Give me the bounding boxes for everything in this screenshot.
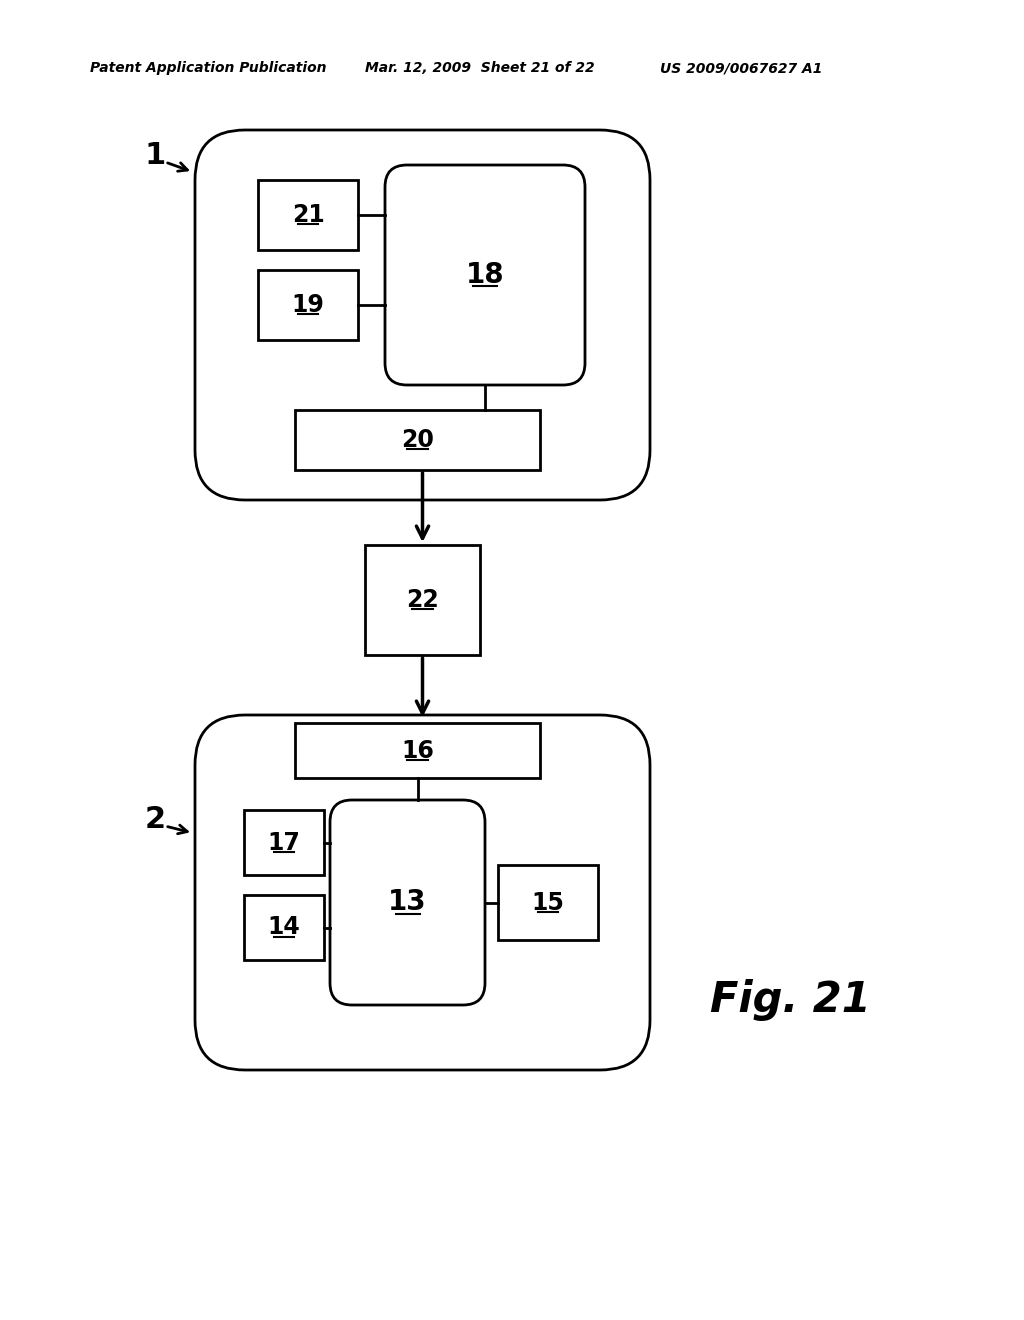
FancyBboxPatch shape [195,715,650,1071]
Text: 13: 13 [388,888,427,916]
Bar [244,810,324,875]
Text: Fig. 21: Fig. 21 [710,979,870,1020]
Text: 20: 20 [401,428,434,451]
Bar [258,180,358,249]
Bar [295,723,540,777]
FancyBboxPatch shape [195,129,650,500]
Text: US 2009/0067627 A1: US 2009/0067627 A1 [660,61,822,75]
Bar [244,895,324,960]
Bar [258,271,358,341]
Bar [498,865,598,940]
FancyBboxPatch shape [385,165,585,385]
Text: 17: 17 [267,830,300,854]
Text: 1: 1 [144,140,166,169]
Text: 22: 22 [407,587,439,612]
Text: 21: 21 [292,203,325,227]
Text: 14: 14 [267,916,300,940]
Text: 2: 2 [144,805,166,834]
Text: 18: 18 [466,261,504,289]
Text: Patent Application Publication: Patent Application Publication [90,61,327,75]
Text: 16: 16 [401,738,434,763]
Text: 19: 19 [292,293,325,317]
Text: Mar. 12, 2009  Sheet 21 of 22: Mar. 12, 2009 Sheet 21 of 22 [365,61,595,75]
Text: 15: 15 [531,891,564,915]
FancyBboxPatch shape [330,800,485,1005]
Bar [365,545,480,655]
Bar [295,411,540,470]
